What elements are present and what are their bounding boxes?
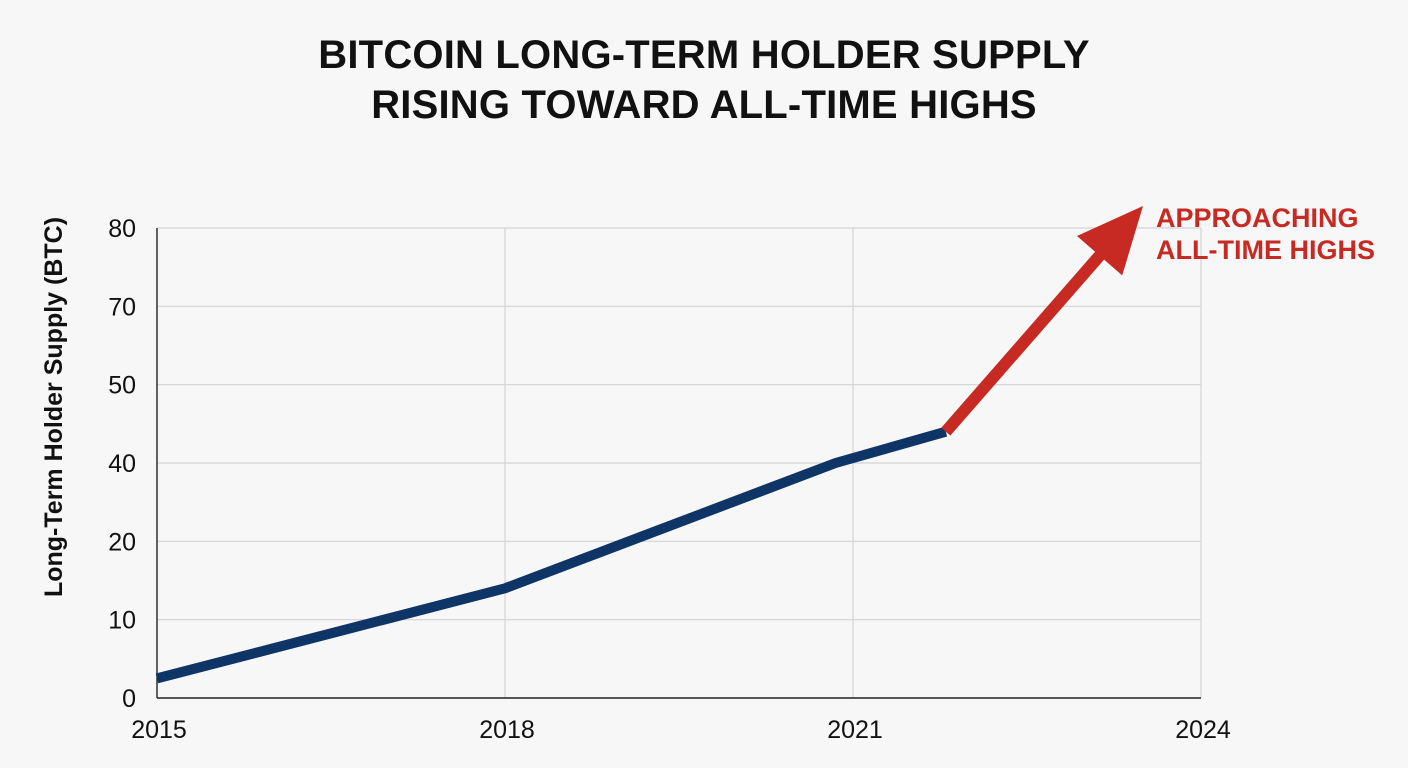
y-tick-label: 0 xyxy=(122,685,136,713)
chart-title: BITCOIN LONG-TERM HOLDER SUPPLY RISING T… xyxy=(0,30,1408,130)
annotation-arrow-head xyxy=(1077,206,1143,276)
y-tick-label: 70 xyxy=(108,293,136,321)
y-axis-label: Long-Term Holder Supply (BTC) xyxy=(40,217,68,597)
series-line-0 xyxy=(155,426,948,684)
grid-lines xyxy=(157,227,1202,698)
series xyxy=(155,426,948,684)
chart-title-line-2: RISING TOWARD ALL-TIME HIGHS xyxy=(371,83,1037,127)
x-tick-label: 2015 xyxy=(131,716,187,744)
y-tick-label: 50 xyxy=(108,372,136,400)
x-tick-label: 2018 xyxy=(479,716,535,744)
annotation-text-line-2: ALL-TIME HIGHS xyxy=(1156,235,1375,265)
chart-title-line-1: BITCOIN LONG-TERM HOLDER SUPPLY xyxy=(318,33,1090,77)
x-tick-label: 2021 xyxy=(827,716,883,744)
axes xyxy=(156,228,1201,699)
y-tick-label: 40 xyxy=(108,450,136,478)
x-tick-label: 2024 xyxy=(1175,716,1231,744)
y-tick-label: 10 xyxy=(108,607,136,635)
y-tick-label: 80 xyxy=(108,215,136,243)
x-tick-labels: 2015 2018 2021 2024 xyxy=(131,716,1231,744)
annotation-text-line-1: APPROACHING xyxy=(1156,203,1359,233)
y-tick-label: 20 xyxy=(108,528,136,556)
y-tick-labels: 0 10 20 40 50 70 80 xyxy=(108,215,136,713)
annotation-arrow-shaft xyxy=(941,248,1107,436)
